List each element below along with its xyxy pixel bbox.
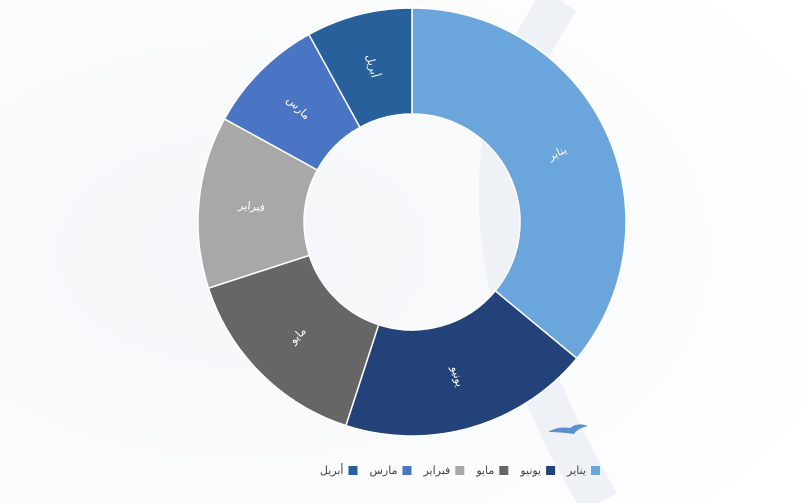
legend-label: يناير [566, 464, 586, 477]
legend-label: يونيو [519, 464, 541, 477]
slice [207, 254, 380, 427]
legend-swatch [455, 466, 465, 475]
legend-swatch [402, 466, 412, 475]
slice-label: يونيو [448, 364, 467, 389]
legend-label: مايو [475, 464, 494, 477]
slice [307, 7, 413, 129]
legend-label: فبراير [422, 464, 450, 477]
legend-label: مارس [369, 464, 397, 477]
legend-swatch [591, 466, 600, 475]
slice [411, 7, 627, 360]
legend-label: أبريل [320, 463, 344, 477]
legend-swatch [546, 466, 556, 475]
slice [344, 289, 578, 437]
legend-swatch [348, 466, 358, 475]
slice-label: فبراير [237, 199, 266, 215]
legend-swatch [499, 466, 509, 475]
logo [548, 424, 588, 434]
slice-label: أبريل [363, 53, 382, 79]
